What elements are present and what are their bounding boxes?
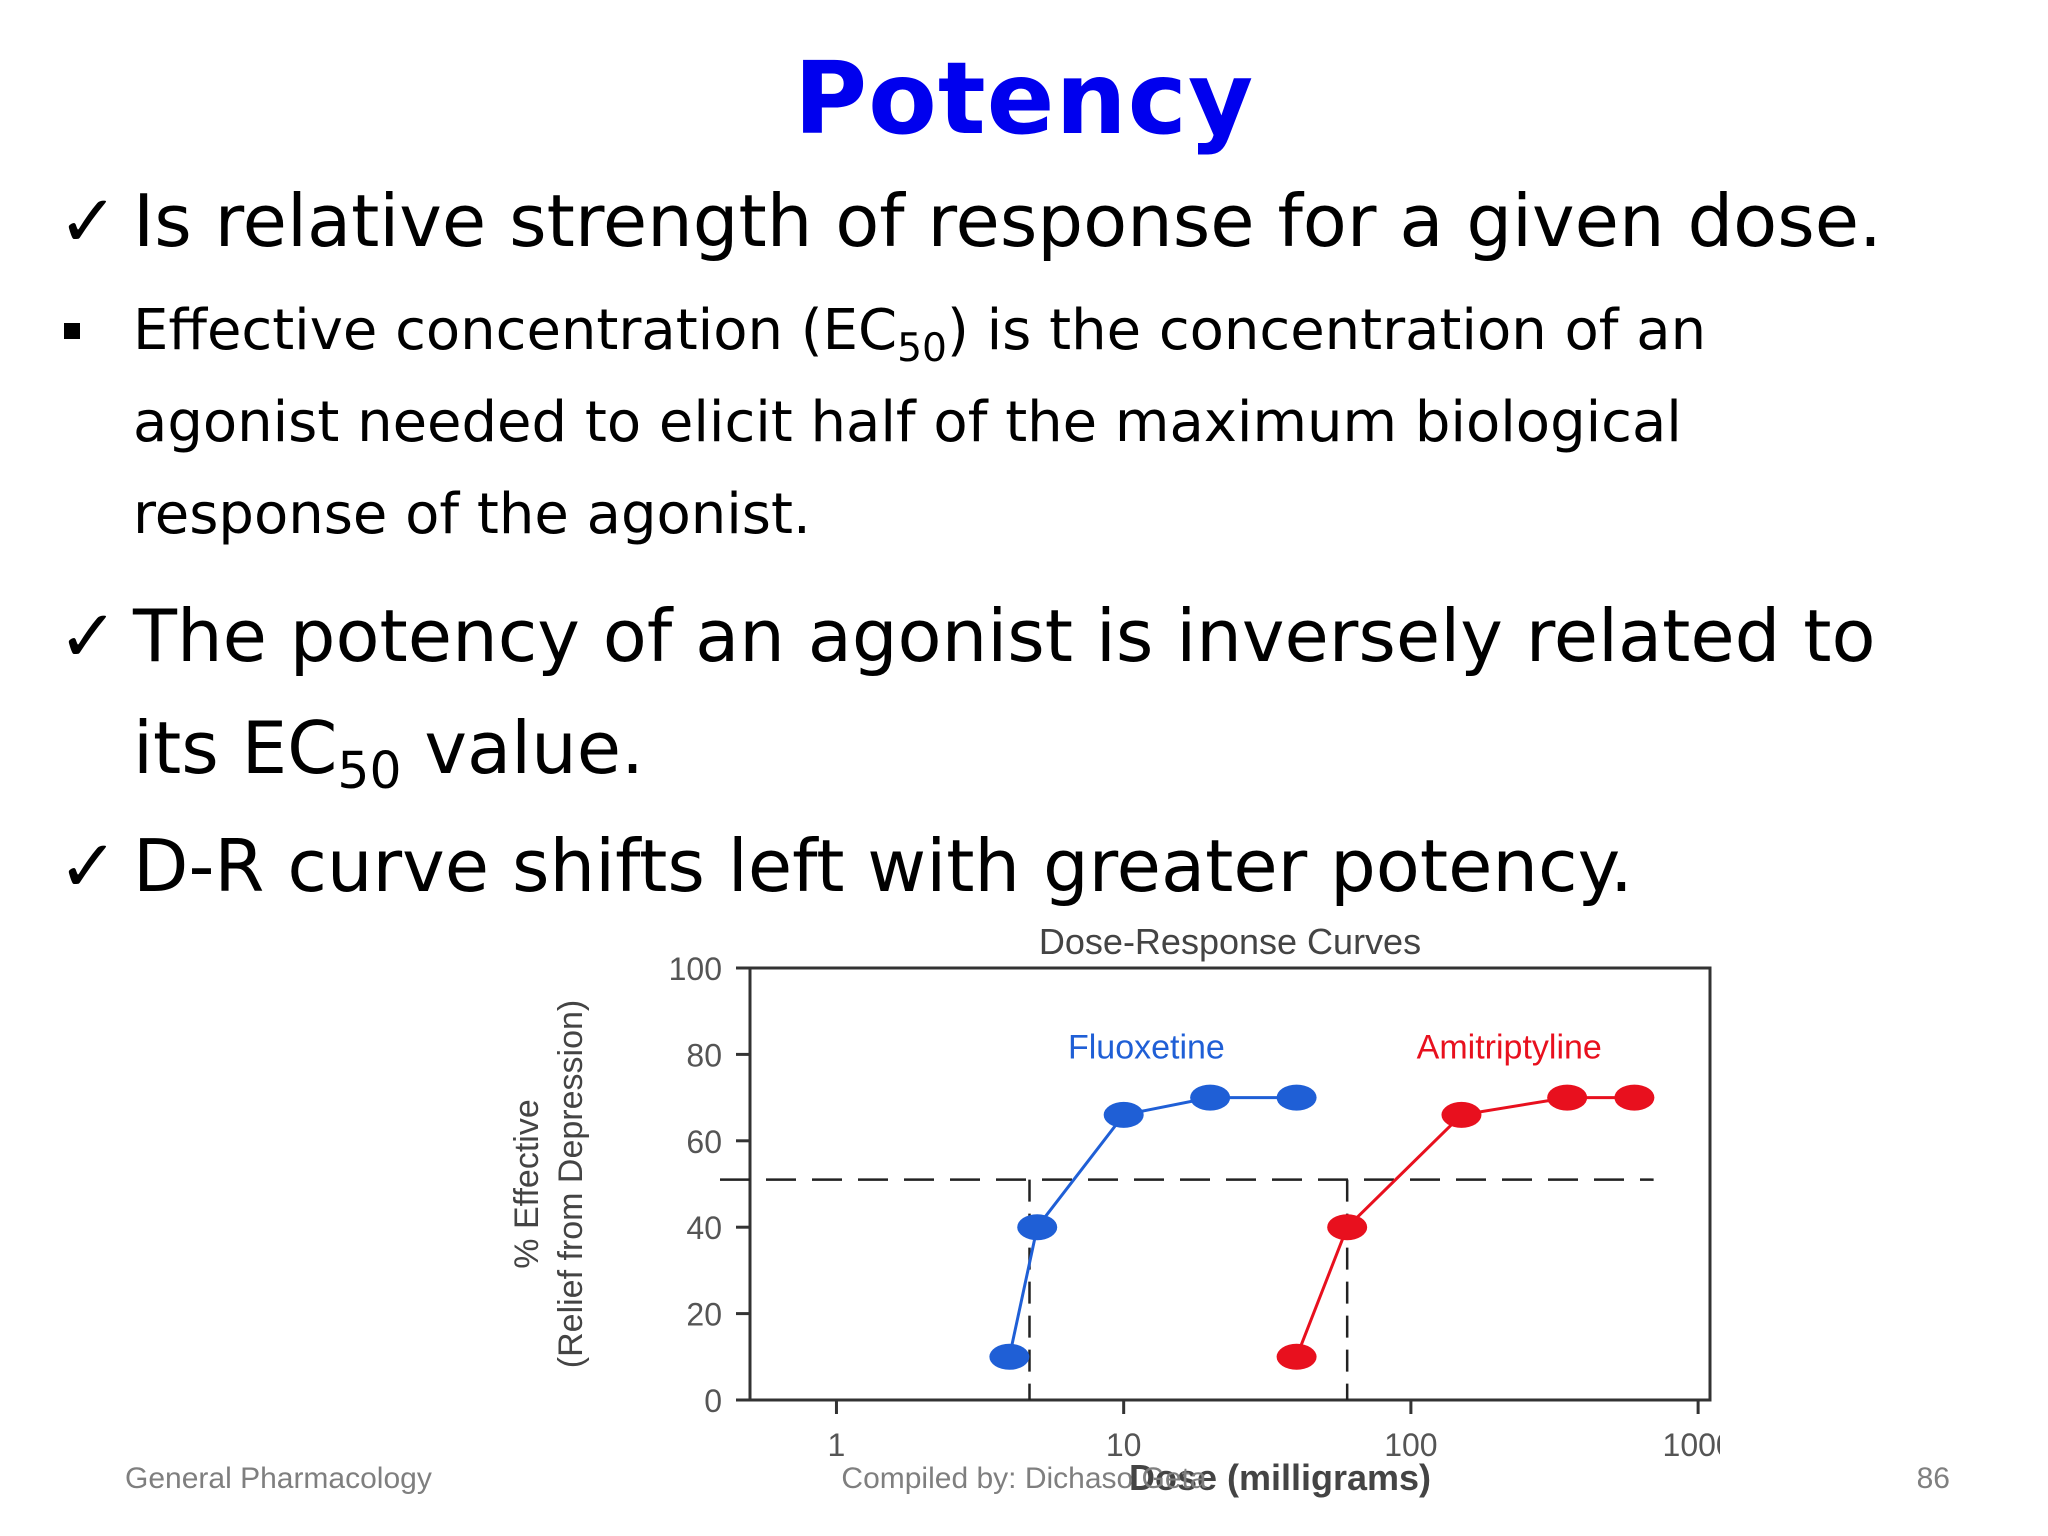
data-point-1-3 [1547,1084,1588,1111]
series-label-0: Fluoxetine [1068,1029,1225,1067]
slide-title: Potency [793,40,1255,157]
bullet-line-2: its EC50 value. [133,706,644,801]
y-tick-label: 60 [686,1124,722,1160]
bullet-text: D-R curve shifts left with greater poten… [133,824,1633,908]
data-point-0-3 [1190,1084,1231,1111]
checkmark-icon: ✓ [58,179,119,263]
x-tick-label: 1 [828,1427,846,1463]
square-bullet-icon [64,323,80,339]
checkmark-icon: ✓ [58,594,119,678]
data-point-1-0 [1276,1343,1317,1370]
y-tick-label: 40 [686,1210,722,1246]
data-point-1-2 [1441,1101,1482,1128]
data-point-1-4 [1614,1084,1655,1111]
footer-course: General Pharmacology [125,1462,432,1495]
x-tick-label: 100 [1384,1427,1437,1463]
footer-page-number: 86 [1916,1462,1950,1495]
data-point-0-0 [989,1343,1030,1370]
data-point-0-1 [1017,1214,1058,1241]
footer-author: Compiled by: Dichaso Geta [841,1462,1207,1495]
data-point-1-1 [1327,1214,1368,1241]
y-tick-label: 0 [704,1383,722,1419]
bullet-text: The potency of an agonist is inversely r… [133,580,1876,804]
series-label-1: Amitriptyline [1417,1029,1602,1067]
bullet-text: Is relative strength of response for a g… [133,179,1882,263]
bullet-line-3: response of the agonist. [133,482,811,547]
chart-title: Dose-Response Curves [1039,921,1421,962]
y-tick-label: 100 [669,951,722,987]
data-point-0-2 [1103,1101,1144,1128]
x-tick-label: 10 [1106,1427,1142,1463]
bullet-line-2: agonist needed to elicit half of the max… [133,390,1682,455]
x-axis-label: Dose (milligrams) [1129,1457,1431,1498]
x-tick-label: 1000 [1663,1427,1720,1463]
bullet-text: Effective concentration (EC50) is the co… [133,285,1706,561]
data-point-0-4 [1276,1084,1317,1111]
y-axis-label-line-2: (Relief from Depression) [552,1000,590,1368]
y-axis-label-line-1: % Effective [508,1099,546,1268]
plot-frame [748,966,1712,1402]
bullet-line-1: The potency of an agonist is inversely r… [133,594,1876,678]
bullet-line-1: Effective concentration (EC50) is the co… [133,298,1707,371]
dose-response-chart: Dose-Response Curves 0 20 40 60 80 100 1 10 100 10… [480,910,1720,1500]
y-tick-label: 80 [686,1037,722,1073]
chart-svg: Dose-Response Curves 0 20 40 60 80 100 1 10 100 10… [508,921,1720,1498]
checkmark-icon: ✓ [58,824,119,908]
y-tick-label: 20 [686,1297,722,1333]
